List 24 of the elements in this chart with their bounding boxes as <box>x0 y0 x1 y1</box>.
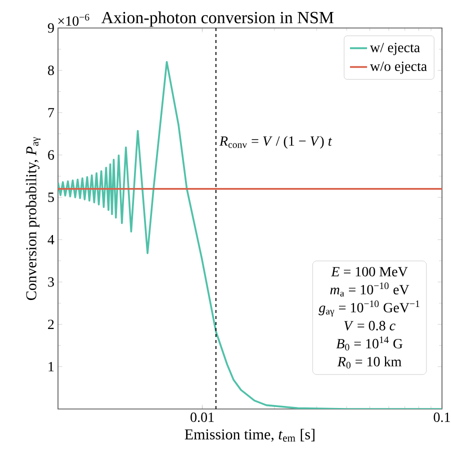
annotation: E = 100 MeV <box>331 266 408 276</box>
x-axis-title: Emission time, t$_{em}$ [s] <box>184 428 314 442</box>
chart-title: Axion-photon conversion in NSM <box>101 11 334 27</box>
x-tick-label: 0.01 <box>190 412 214 422</box>
y-tick-label: 7 <box>48 108 54 118</box>
annotation: B$_{0}$ = 10$^{14}$ G <box>336 336 402 351</box>
y-tick-label: 6 <box>48 150 54 160</box>
annotation: g$_{aγ}$ = 10$^{−10}$ GeV$^{−1}$ <box>318 300 420 316</box>
y-tick-label: 3 <box>48 277 54 287</box>
x-tick-label: 0.1 <box>434 412 450 422</box>
legend-label: w/o ejecta <box>370 62 427 74</box>
y-tick-label: 5 <box>48 192 54 202</box>
y-tick-label: 4 <box>48 235 54 244</box>
ref-line-label: R$_{conv}$ = V / (1 − V) t <box>219 136 332 149</box>
y-tick-label: 2 <box>48 320 54 329</box>
y-axis-title: Conversion probability, P$_{aγ}$ <box>26 137 41 300</box>
annotation: m$_{a}$ = 10$^{−10}$ eV <box>330 282 410 297</box>
text: ×10$^{−6}$ <box>58 14 90 26</box>
annotation: V = 0.8 c <box>344 320 396 330</box>
y-tick-label: 1 <box>48 362 54 372</box>
y-tick-label: 9 <box>48 23 54 33</box>
annotation: R$_{0}$ = 10 km <box>337 356 402 369</box>
legend-label: w/ ejecta <box>370 42 420 56</box>
y-tick-label: 8 <box>48 66 54 76</box>
